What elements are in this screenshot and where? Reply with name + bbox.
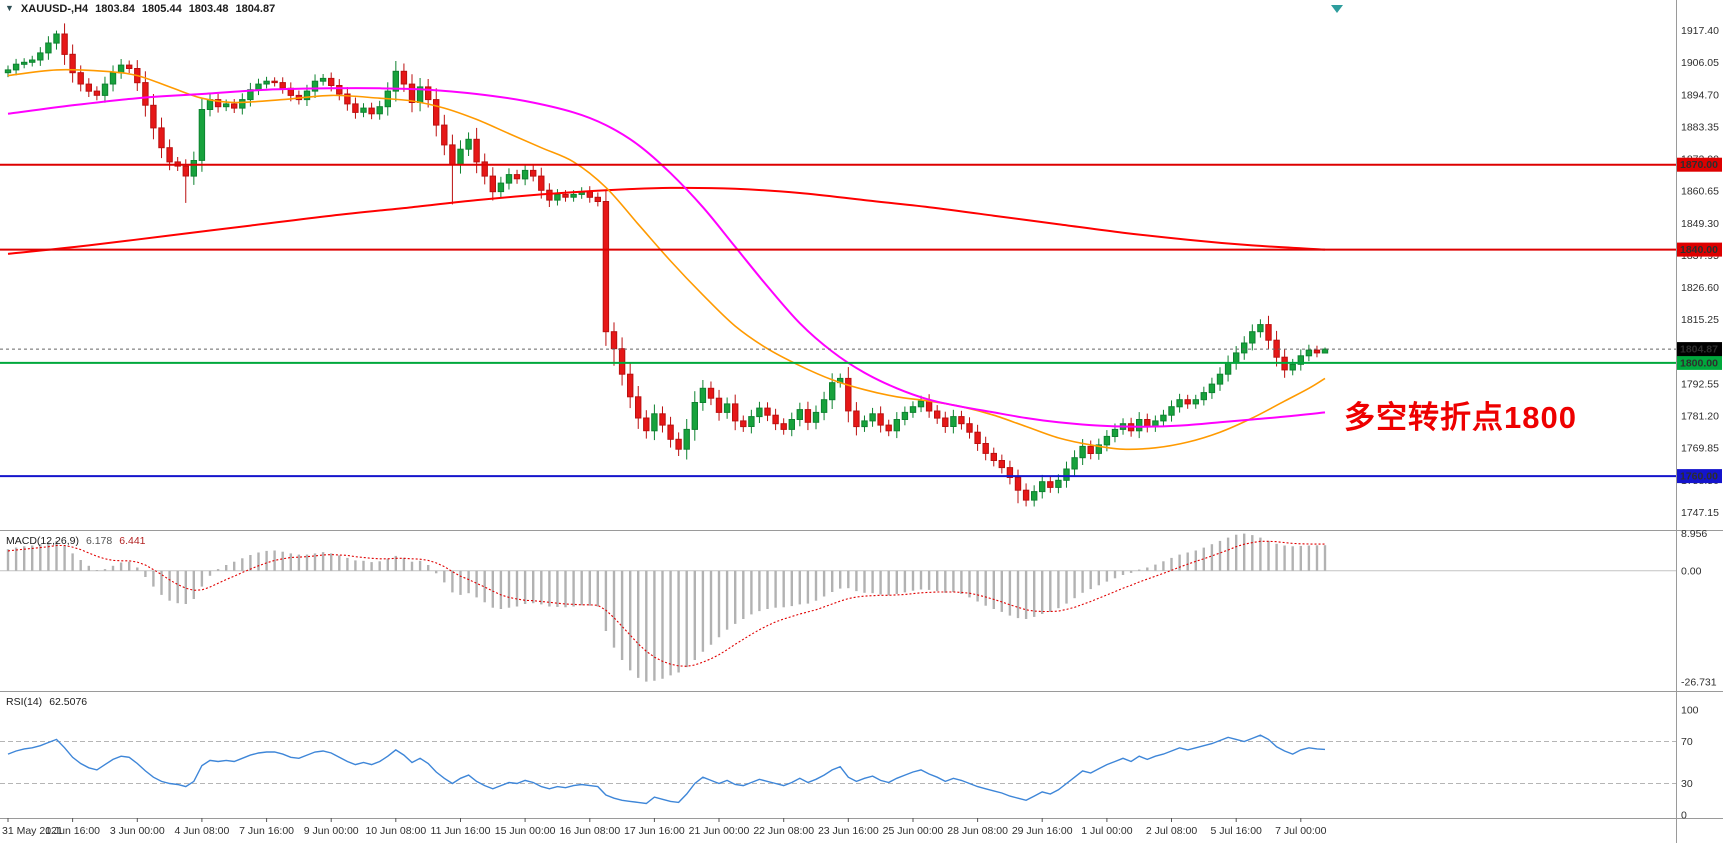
time-axis-label: 16 Jun 08:00	[559, 825, 620, 837]
time-axis-label: 21 Jun 00:00	[689, 825, 750, 837]
time-axis-label: 7 Jul 00:00	[1275, 825, 1327, 837]
time-axis-label: 2 Jul 08:00	[1146, 825, 1198, 837]
rsi-name: RSI(14)	[6, 696, 43, 708]
price-level-badge-text: 1800.00	[1680, 357, 1718, 369]
price-axis-tick: 1747.15	[1681, 507, 1719, 519]
macd-pane[interactable]	[0, 533, 1676, 682]
price-level-badge	[1677, 242, 1722, 257]
time-axis-label: 5 Jul 16:00	[1211, 825, 1263, 837]
time-axis-label: 3 Jun 00:00	[110, 825, 165, 837]
price-axis-tick: 1860.65	[1681, 186, 1719, 198]
ma-slow-magenta[interactable]	[7, 87, 1326, 428]
macd-histogram	[6, 533, 1327, 682]
time-axis-label: 17 Jun 16:00	[624, 825, 685, 837]
time-axis-label: 23 Jun 16:00	[818, 825, 879, 837]
price-axis[interactable]: 1917.401906.051894.701883.351872.001860.…	[1677, 25, 1722, 822]
rsi-axis-tick: 0	[1681, 810, 1687, 822]
time-axis-label: 11 Jun 16:00	[431, 825, 491, 837]
macd-indicator-label: MACD(12,26,9) 6.178 6.441	[6, 535, 146, 547]
ma-fast-orange[interactable]	[7, 68, 1326, 451]
time-axis-label: 25 Jun 00:00	[883, 825, 944, 837]
ohlc-high: 1805.44	[141, 3, 182, 15]
rsi-axis-tick: 70	[1681, 736, 1693, 748]
chart-annotation-text[interactable]: 多空转折点1800	[1344, 400, 1577, 435]
price-axis-tick: 1906.05	[1681, 57, 1719, 69]
price-level-badge	[1677, 355, 1722, 370]
price-axis-tick: 1894.70	[1681, 89, 1719, 101]
time-axis-label: 4 Jun 08:00	[174, 825, 229, 837]
ohlc-open: 1803.84	[95, 3, 135, 15]
chart-header: ▼ XAUUSD-,H4 1803.84 1805.44 1803.48 180…	[5, 3, 275, 15]
macd-axis-tick: -26.731	[1681, 676, 1717, 688]
price-axis-tick: 1769.85	[1681, 443, 1719, 455]
chart-shift-icon[interactable]	[1331, 5, 1343, 13]
time-axis-label: 10 Jun 08:00	[365, 825, 426, 837]
symbol-dropdown-icon[interactable]: ▼	[5, 3, 14, 13]
symbol-timeframe-label: XAUUSD-,H4	[20, 3, 89, 15]
ohlc-close: 1804.87	[235, 3, 276, 15]
price-level-badge	[1677, 469, 1722, 484]
price-axis-tick: 1792.55	[1681, 378, 1719, 390]
rsi-value: 62.5076	[49, 696, 88, 708]
time-axis-label: 28 Jun 08:00	[947, 825, 1008, 837]
time-axis-label: 9 Jun 00:00	[304, 825, 359, 837]
candles[interactable]	[4, 23, 1329, 507]
macd-name: MACD(12,26,9)	[6, 535, 79, 547]
current-price-badge-text: 1804.87	[1680, 344, 1718, 356]
rsi-axis-tick: 100	[1681, 705, 1699, 717]
time-axis-label: 29 Jun 16:00	[1012, 825, 1073, 837]
horizontal-levels[interactable]	[0, 163, 1676, 478]
rsi-indicator-label: RSI(14) 62.5076	[6, 696, 87, 708]
ma-long-red[interactable]	[7, 186, 1326, 255]
price-level-badge	[1677, 157, 1722, 172]
time-axis-label: 1 Jul 00:00	[1081, 825, 1133, 837]
price-axis-tick: 1826.60	[1681, 282, 1719, 294]
macd-signal-line	[7, 540, 1325, 667]
time-axis-label: 7 Jun 16:00	[239, 825, 294, 837]
macd-value-main: 6.178	[85, 535, 113, 547]
price-axis-tick: 1849.30	[1681, 218, 1719, 230]
price-level-badge-text: 1760.00	[1680, 471, 1718, 483]
rsi-line	[7, 734, 1326, 805]
price-axis-tick: 1917.40	[1681, 25, 1719, 37]
macd-value-signal: 6.441	[119, 535, 146, 547]
ohlc-low: 1803.48	[188, 3, 229, 15]
macd-axis-tick: 0.00	[1681, 565, 1702, 577]
time-axis-label: 15 Jun 00:00	[495, 825, 556, 837]
rsi-axis-tick: 30	[1681, 778, 1693, 790]
rsi-pane[interactable]	[0, 734, 1676, 805]
time-axis-label: 22 Jun 08:00	[753, 825, 814, 837]
time-axis-label: 1 Jun 16:00	[45, 825, 100, 837]
price-axis-tick: 1815.25	[1681, 314, 1719, 326]
time-axis-label: 31 May 2021	[2, 825, 63, 837]
moving-averages	[7, 68, 1326, 451]
current-price-badge	[1677, 342, 1722, 357]
price-axis-tick: 1781.20	[1681, 411, 1719, 423]
price-level-badge-text: 1840.00	[1680, 244, 1718, 256]
price-level-badge-text: 1870.00	[1680, 159, 1718, 171]
macd-axis-tick: 8.956	[1681, 528, 1707, 540]
price-axis-tick: 1883.35	[1681, 121, 1719, 133]
